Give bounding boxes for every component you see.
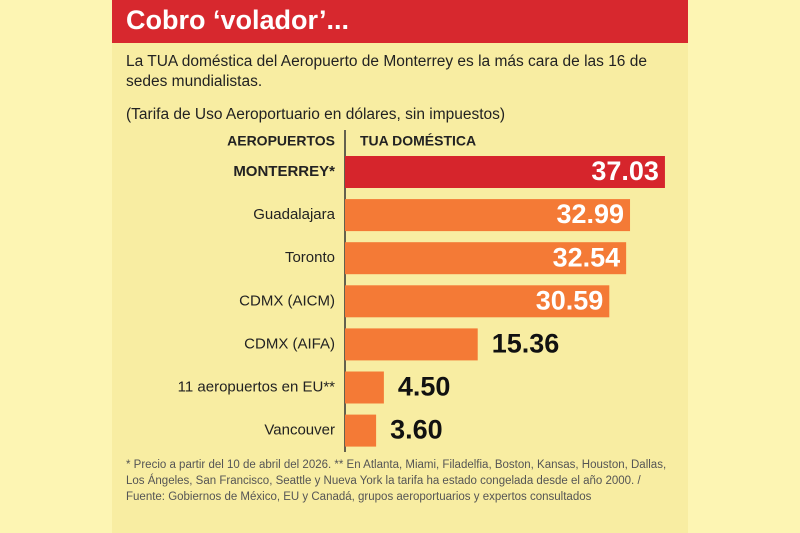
y-tick-label: MONTERREY* xyxy=(233,163,335,180)
bar xyxy=(345,328,478,361)
data-label: 3.60 xyxy=(390,415,443,445)
y-axis-label: AEROPUERTOS xyxy=(227,133,335,149)
y-tick-label: Toronto xyxy=(285,249,335,266)
bar xyxy=(345,156,665,188)
bar xyxy=(345,371,384,404)
data-label: 32.54 xyxy=(553,242,621,272)
y-tick-label: Vancouver xyxy=(264,422,335,439)
x-axis-label: TUA DOMÉSTICA xyxy=(360,133,476,149)
y-tick-label: Guadalajara xyxy=(253,206,335,223)
y-tick-label: CDMX (AICM) xyxy=(239,292,335,309)
data-label: 32.99 xyxy=(556,199,624,229)
data-label: 37.03 xyxy=(591,156,659,186)
bar xyxy=(345,414,377,447)
footnote: * Precio a partir del 10 de abril del 20… xyxy=(126,459,667,503)
y-tick-label: CDMX (AIFA) xyxy=(244,335,335,352)
data-label: 30.59 xyxy=(536,285,604,315)
bar xyxy=(345,285,610,318)
data-label: 4.50 xyxy=(398,372,451,402)
title-bar xyxy=(112,0,688,43)
subtitle: (Tarifa de Uso Aeroportuario en dólares,… xyxy=(126,106,506,123)
subtitle: La TUA doméstica del Aeropuerto de Monte… xyxy=(126,53,647,90)
bar xyxy=(345,242,627,275)
y-tick-label: 11 aeropuertos en EU** xyxy=(178,378,335,395)
bar xyxy=(345,199,631,232)
chart-title: Cobro ‘volador’... xyxy=(126,5,349,35)
data-label: 15.36 xyxy=(492,329,560,359)
